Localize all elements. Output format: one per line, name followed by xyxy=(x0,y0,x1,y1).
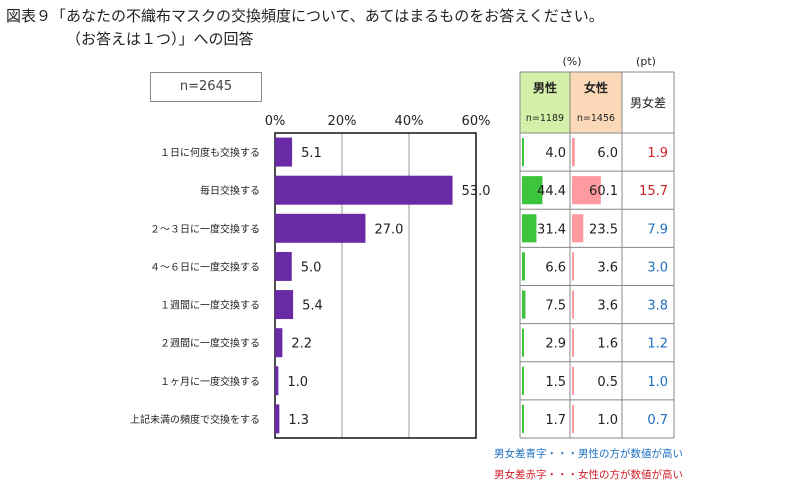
female-value: 6.0 xyxy=(597,146,618,161)
bar xyxy=(275,251,292,281)
male-n-label: n=1189 xyxy=(526,113,564,124)
diff-value: 1.2 xyxy=(647,337,668,352)
male-value: 1.7 xyxy=(545,413,566,428)
female-value: 60.1 xyxy=(589,184,618,199)
category-label: 毎日交換する xyxy=(200,184,260,197)
male-bar xyxy=(522,328,524,357)
category-label: ４～６日に一度交換する xyxy=(150,260,260,273)
x-tick-label-40: 40% xyxy=(395,114,424,129)
female-bar xyxy=(572,328,574,357)
diff-value: 3.8 xyxy=(647,299,668,314)
chart-title-line2: （お答えは１つ）」への回答 xyxy=(66,30,254,48)
male-value: 6.6 xyxy=(545,260,566,275)
category-label: １日に何度も交換する xyxy=(160,146,260,159)
unit-pt: (pt) xyxy=(636,55,656,68)
bar xyxy=(275,175,453,205)
bar xyxy=(275,290,294,320)
bar xyxy=(275,366,279,396)
diff-value: 1.0 xyxy=(647,375,668,390)
legend-red-note: 男女差赤字・・・女性の方が数値が高い xyxy=(494,469,683,481)
x-tick-label-20: 20% xyxy=(328,114,357,129)
bar-value-label: 1.0 xyxy=(287,375,308,390)
unit-percent: (%) xyxy=(562,55,581,68)
diff-value: 15.7 xyxy=(639,184,668,199)
x-tick-label-0: 0% xyxy=(265,114,286,129)
male-value: 2.9 xyxy=(545,337,566,352)
female-bar xyxy=(572,404,574,433)
category-label: １週間に一度交換する xyxy=(160,299,260,312)
male-value: 4.0 xyxy=(545,146,566,161)
sample-size-box: n=2645 xyxy=(150,72,262,102)
female-bar xyxy=(572,290,574,319)
bar-value-label: 1.3 xyxy=(288,413,309,428)
chart-title-line1: 図表９「あなたの不織布マスクの交換頻度について、あてはまるものをお答えください。 xyxy=(6,7,604,25)
male-header-label: 男性 xyxy=(533,80,557,95)
diff-value: 7.9 xyxy=(647,222,668,237)
male-value: 31.4 xyxy=(537,222,566,237)
category-label: ２～３日に一度交換する xyxy=(150,222,260,235)
female-value: 3.6 xyxy=(597,260,618,275)
female-value: 1.0 xyxy=(597,413,618,428)
bar-value-label: 53.0 xyxy=(462,184,491,199)
male-bar xyxy=(522,176,543,205)
plot-frame xyxy=(274,132,477,439)
female-value: 3.6 xyxy=(597,299,618,314)
bar xyxy=(275,404,280,434)
male-value: 1.5 xyxy=(545,375,566,390)
male-bar xyxy=(522,366,524,395)
female-value: 0.5 xyxy=(597,375,618,390)
legend-blue-note: 男女差青字・・・男性の方が数値が高い xyxy=(494,448,683,460)
female-value: 23.5 xyxy=(589,222,618,237)
female-header-label: 女性 xyxy=(584,80,608,95)
male-bar xyxy=(522,252,526,281)
female-bar xyxy=(572,252,574,281)
female-bar xyxy=(572,366,574,395)
male-value: 44.4 xyxy=(537,184,566,199)
female-n-label: n=1456 xyxy=(577,113,615,124)
male-header-cell xyxy=(520,72,570,133)
category-label: 上記未満の頻度で交換をする xyxy=(130,413,260,426)
male-value: 7.5 xyxy=(545,299,566,314)
bar xyxy=(275,137,293,167)
diff-value: 1.9 xyxy=(647,146,668,161)
bar-value-label: 2.2 xyxy=(291,337,312,352)
bar-value-label: 27.0 xyxy=(374,222,403,237)
female-header-cell xyxy=(570,72,622,133)
bar-value-label: 5.0 xyxy=(301,260,322,275)
male-bar xyxy=(522,214,537,243)
female-value: 1.6 xyxy=(597,337,618,352)
x-tick-label-60: 60% xyxy=(462,114,491,129)
bar-value-label: 5.4 xyxy=(302,299,323,314)
bar xyxy=(275,213,366,243)
bar xyxy=(275,328,283,358)
male-bar xyxy=(522,404,524,433)
category-label: １ヶ月に一度交換する xyxy=(160,375,260,388)
category-label: ２週間に一度交換する xyxy=(160,337,260,350)
diff-value: 3.0 xyxy=(647,260,668,275)
female-bar xyxy=(572,176,601,205)
male-bar xyxy=(522,138,524,167)
female-bar xyxy=(572,214,584,243)
male-bar xyxy=(522,290,526,319)
diff-header-label: 男女差 xyxy=(630,95,666,110)
diff-value: 0.7 xyxy=(647,413,668,428)
bar-value-label: 5.1 xyxy=(301,146,322,161)
female-bar xyxy=(572,138,575,167)
